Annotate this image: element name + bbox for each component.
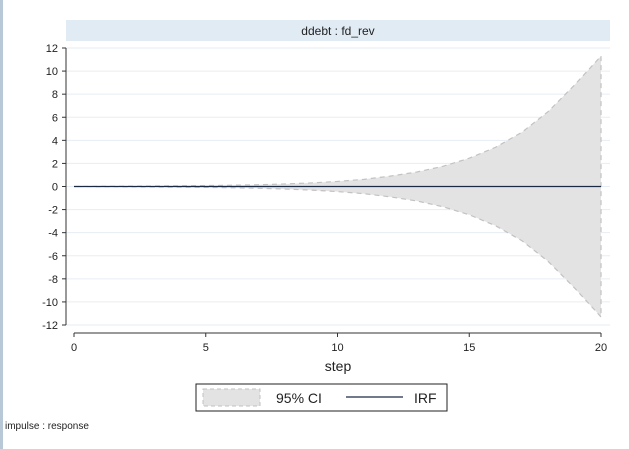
ci-upper-bound	[73, 55, 602, 188]
y-tick-label: 8	[52, 89, 58, 101]
y-tick-label: -2	[48, 205, 58, 217]
y-tick-label: 4	[52, 135, 58, 147]
panel-header	[66, 20, 610, 41]
x-tick-label: 20	[595, 342, 607, 354]
x-tick-label: 5	[203, 342, 209, 354]
y-tick-label: 6	[52, 112, 58, 124]
y-tick-label: 10	[46, 66, 58, 78]
grid-layer	[66, 47, 610, 326]
x-axis-title: step	[325, 358, 352, 374]
y-tick-label: -6	[48, 251, 58, 263]
panel-title: ddebt : fd_rev	[301, 24, 374, 38]
y-tick-label: 0	[52, 182, 58, 194]
y-tick-label: -8	[48, 274, 58, 286]
legend-ci-label: 95% CI	[276, 390, 322, 406]
y-tick-label: -10	[42, 297, 58, 309]
x-tick-label: 10	[331, 342, 343, 354]
x-tick-label: 0	[71, 342, 77, 354]
legend-ci-swatch	[202, 388, 261, 407]
legend-irf-label: IRF	[414, 390, 437, 406]
note-text: impulse : response	[5, 421, 89, 432]
left-border	[0, 0, 3, 449]
y-tick-label: -12	[42, 320, 58, 332]
legend: 95% CI IRF	[195, 383, 448, 412]
y-tick-label: 12	[46, 43, 58, 55]
y-tick-label: -4	[48, 228, 58, 240]
y-tick-label: 2	[52, 158, 58, 170]
x-tick-label: 15	[463, 342, 475, 354]
